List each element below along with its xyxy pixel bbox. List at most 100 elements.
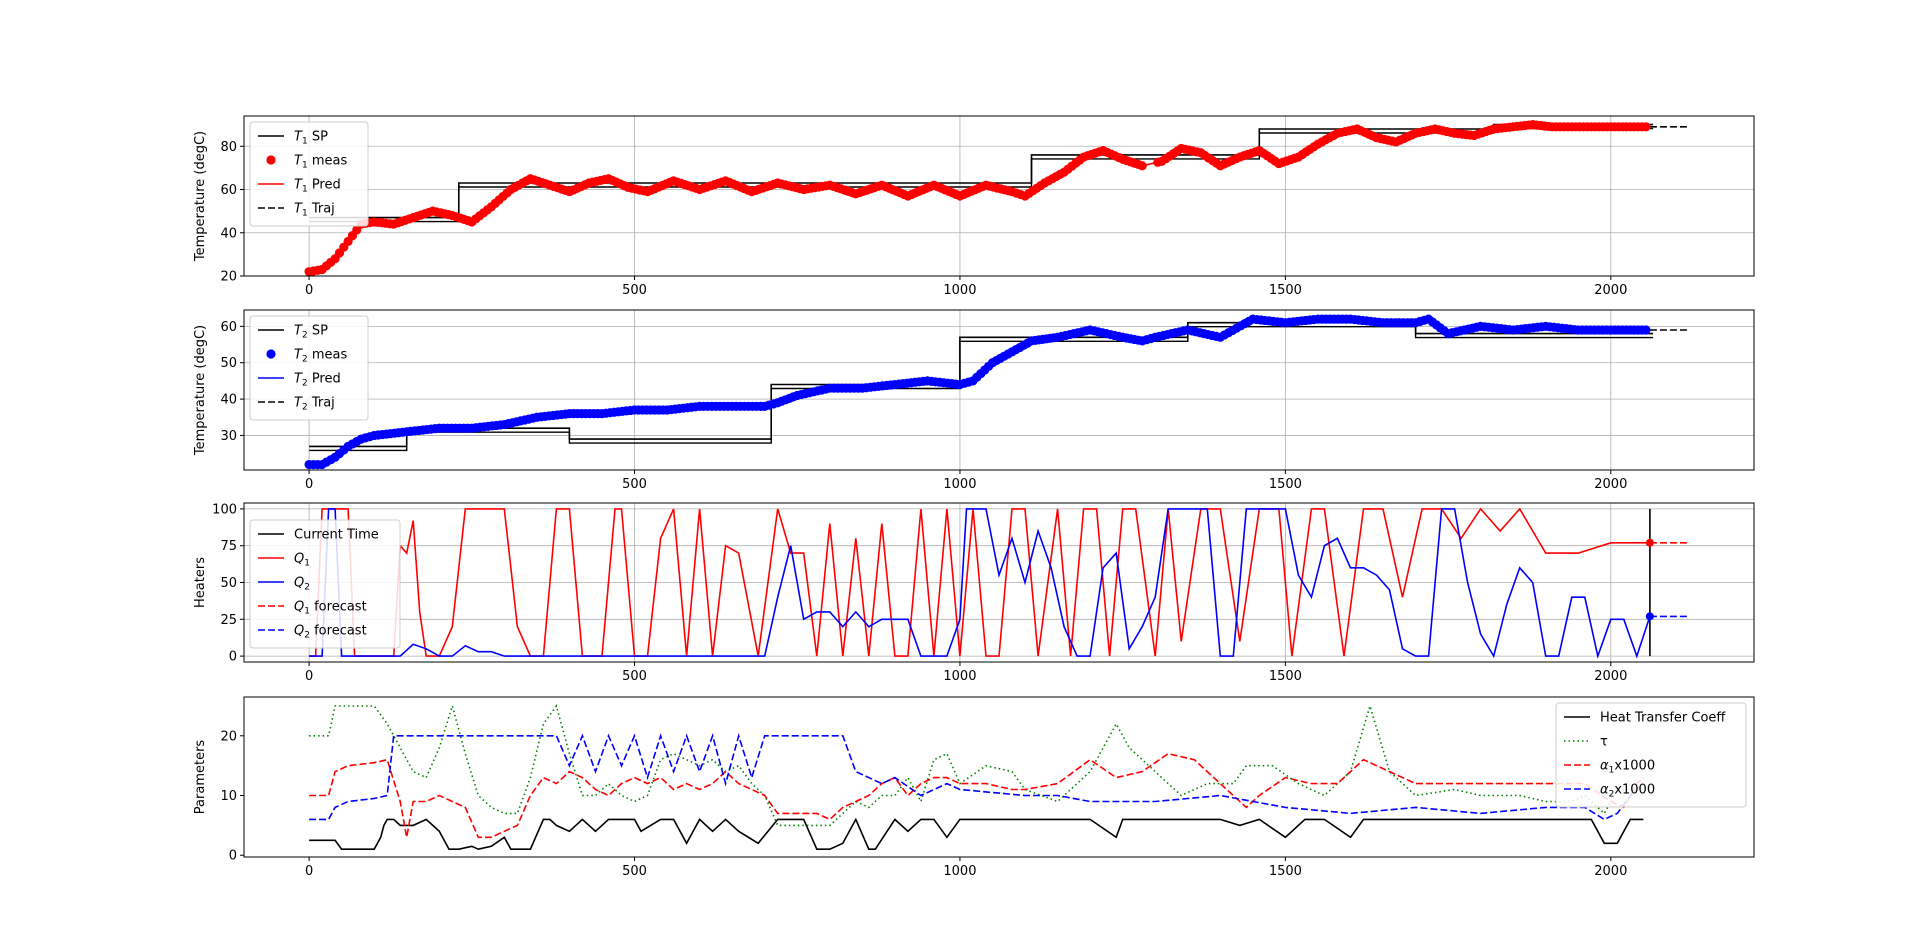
legend-label: T2 Traj <box>294 396 335 413</box>
ticks: 0 500 1000 1500 2000 30 40 50 60 <box>220 320 1627 492</box>
x-tick-label: 1000 <box>943 864 976 879</box>
x-tick-label: 1000 <box>943 283 976 298</box>
ticks: 0 500 1000 1500 2000 20 40 60 80 <box>220 140 1627 298</box>
y-tick-label: 30 <box>220 429 237 444</box>
y-tick-label: 75 <box>220 539 237 554</box>
grid-lines <box>244 503 1754 662</box>
plot-area <box>304 314 1689 470</box>
y-tick-label: 50 <box>220 576 237 591</box>
legend-marker <box>266 349 276 359</box>
x-tick-label: 1000 <box>943 669 976 684</box>
series-sp-band <box>309 127 1654 223</box>
legend-box <box>249 121 369 227</box>
legend-label: Current Time <box>294 528 379 543</box>
measurement-point <box>1641 325 1651 335</box>
legend: T2 SP T2 meas T2 Pred T2 Traj <box>249 315 369 421</box>
series-alpha-1-x1000 <box>309 752 1644 839</box>
y-axis-label: Temperature (degC) <box>193 325 208 456</box>
x-tick-label: 0 <box>305 864 313 879</box>
scatter-measurements <box>304 314 1651 470</box>
x-tick-label: 1000 <box>943 477 976 492</box>
y-tick-label: 20 <box>220 270 237 285</box>
ticks: 0 500 1000 1500 2000 0 25 50 75 100 <box>212 502 1627 684</box>
y-axis-label: Temperature (degC) <box>193 131 208 262</box>
x-tick-label: 1500 <box>1269 477 1302 492</box>
y-tick-label: 10 <box>220 789 237 804</box>
measurement-point <box>1641 122 1651 132</box>
x-tick-label: 2000 <box>1594 283 1627 298</box>
legend-box <box>249 519 401 649</box>
y-tick-label: 0 <box>229 849 237 864</box>
x-tick-label: 0 <box>305 669 313 684</box>
legend-box <box>249 315 369 421</box>
x-tick-label: 0 <box>305 283 313 298</box>
legend-label: Q1 forecast <box>294 600 367 617</box>
legend: Heat Transfer Coeff τ α1x1000 α2x1000 <box>1555 702 1747 808</box>
legend-label: Q1 <box>294 552 310 569</box>
forecast-start-marker <box>1645 612 1654 621</box>
grid-lines <box>244 116 1754 277</box>
series-sp-band <box>309 326 1654 452</box>
x-tick-label: 500 <box>622 669 647 684</box>
legend-label: T1 Pred <box>294 178 341 195</box>
x-tick-label: 1500 <box>1269 669 1302 684</box>
series-heat-transfer-coeff <box>309 817 1644 851</box>
series-q-2 <box>309 508 1651 660</box>
legend-marker <box>266 155 276 165</box>
y-tick-label: 100 <box>212 502 237 517</box>
series-alpha-2-x1000 <box>309 732 1644 821</box>
plot-area <box>304 120 1689 276</box>
panel-1: 0 500 1000 1500 2000 20 40 60 80 Temperature (deg… <box>193 115 1755 298</box>
y-tick-label: 40 <box>220 393 237 408</box>
y-tick-label: 50 <box>220 356 237 371</box>
x-tick-label: 500 <box>622 864 647 879</box>
axes-frame <box>243 696 1755 858</box>
panel-2: 0 500 1000 1500 2000 30 40 50 60 Temperature (deg… <box>193 309 1755 492</box>
legend-label: T2 Pred <box>294 372 341 389</box>
series-t-1-sp <box>309 123 1654 219</box>
y-axis-label: Parameters <box>193 740 208 815</box>
legend-box <box>1555 702 1747 808</box>
plot-area <box>309 507 1689 660</box>
legend-label: T2 SP <box>294 324 328 341</box>
y-tick-label: 20 <box>220 729 237 744</box>
x-tick-label: 2000 <box>1594 864 1627 879</box>
y-tick-label: 0 <box>229 650 237 665</box>
x-tick-label: 1500 <box>1269 864 1302 879</box>
series-tau <box>309 703 1644 827</box>
y-tick-label: 60 <box>220 320 237 335</box>
plot-area <box>309 703 1644 851</box>
y-tick-label: 80 <box>220 140 237 155</box>
axes-frame <box>243 115 1755 277</box>
x-tick-label: 2000 <box>1594 669 1627 684</box>
x-tick-label: 500 <box>622 477 647 492</box>
legend-label: Heat Transfer Coeff <box>1600 711 1726 726</box>
panel-3: 0 500 1000 1500 2000 0 25 50 75 100 Heaters Current… <box>193 502 1755 684</box>
legend: Current Time Q1 Q2 Q1 forecast Q2 forecast <box>249 519 401 649</box>
legend-label: α1x1000 <box>1600 759 1655 776</box>
legend-label: Q2 <box>294 576 310 593</box>
y-tick-label: 60 <box>220 183 237 198</box>
x-tick-label: 500 <box>622 283 647 298</box>
measurement-point <box>1137 161 1147 171</box>
y-tick-label: 40 <box>220 226 237 241</box>
legend-label: T1 Traj <box>294 202 335 219</box>
legend-label: T2 meas <box>294 348 347 365</box>
legend-label: T1 SP <box>294 130 328 147</box>
legend-label: α2x1000 <box>1600 783 1655 800</box>
x-tick-label: 1500 <box>1269 283 1302 298</box>
y-axis-label: Heaters <box>193 557 208 608</box>
axes-frame <box>243 309 1755 471</box>
panel-4: 0 500 1000 1500 2000 0 10 20 Parameters Heat Tran… <box>193 696 1755 879</box>
x-tick-label: 2000 <box>1594 477 1627 492</box>
forecast-start-marker <box>1645 538 1654 547</box>
y-tick-label: 25 <box>220 613 237 628</box>
legend: T1 SP T1 meas T1 Pred T1 Traj <box>249 121 369 227</box>
legend-label: Q2 forecast <box>294 624 367 641</box>
scatter-measurements <box>304 120 1651 276</box>
legend-label: τ <box>1600 735 1608 750</box>
series-q-1 <box>309 507 1650 657</box>
ticks: 0 500 1000 1500 2000 0 10 20 <box>220 729 1627 879</box>
x-tick-label: 0 <box>305 477 313 492</box>
